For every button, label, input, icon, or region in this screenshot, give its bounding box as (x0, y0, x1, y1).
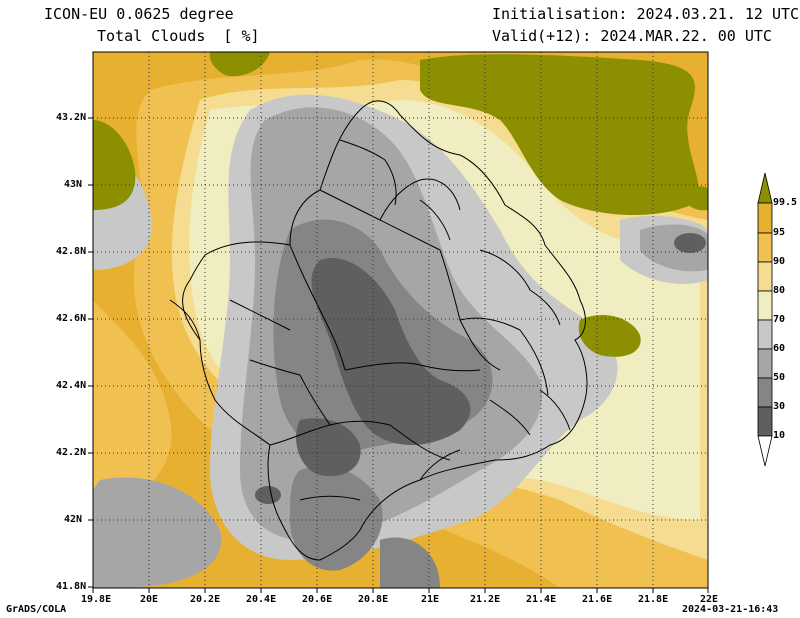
colorbar-label: 95 (773, 227, 786, 238)
plot-frame (92, 51, 709, 589)
lat-label: 42.4N (56, 380, 87, 391)
lon-label: 22E (700, 594, 719, 605)
lat-lon-grid (93, 52, 708, 588)
lon-label: 19.8E (81, 594, 112, 605)
software-credit: GrADS/COLA (6, 604, 67, 615)
colorbar-label: 90 (773, 256, 786, 267)
lon-label: 21.8E (638, 594, 669, 605)
colorbar-label: 10 (773, 430, 786, 441)
colorbar-label: 80 (773, 285, 786, 296)
lat-label: 42.2N (56, 447, 87, 458)
axis-ticks (88, 117, 709, 593)
lat-label: 42N (64, 514, 83, 525)
lon-label: 21.2E (470, 594, 501, 605)
lat-label: 42.6N (56, 313, 87, 324)
lon-label: 20.4E (246, 594, 277, 605)
cloud-field (93, 52, 708, 588)
initialisation-label: Initialisation: 2024.03.21. 12 UTC (492, 5, 800, 23)
lon-label: 21E (421, 594, 440, 605)
lon-label: 20.6E (302, 594, 333, 605)
lon-label: 20.2E (190, 594, 221, 605)
colorbar-label: 70 (773, 314, 786, 325)
colorbar (757, 172, 773, 467)
lat-label: 42.8N (56, 246, 87, 257)
colorbar-label: 50 (773, 372, 786, 383)
colorbar-label: 30 (773, 401, 786, 412)
lat-label: 43.2N (56, 112, 87, 123)
lat-label: 43N (64, 179, 83, 190)
valid-time-label: Valid(+12): 2024.MAR.22. 00 UTC (492, 27, 772, 45)
lat-label: 41.8N (56, 581, 87, 592)
generation-timestamp: 2024-03-21-16:43 (682, 604, 779, 615)
lon-label: 20.8E (358, 594, 389, 605)
colorbar-label: 60 (773, 343, 786, 354)
lon-label: 21.4E (526, 594, 557, 605)
lon-label: 21.6E (582, 594, 613, 605)
colorbar-label: 99.5 (773, 197, 798, 208)
field-title: Total Clouds [ %] (97, 27, 260, 45)
lon-label: 20E (140, 594, 159, 605)
model-title: ICON-EU 0.0625 degree (44, 5, 234, 23)
